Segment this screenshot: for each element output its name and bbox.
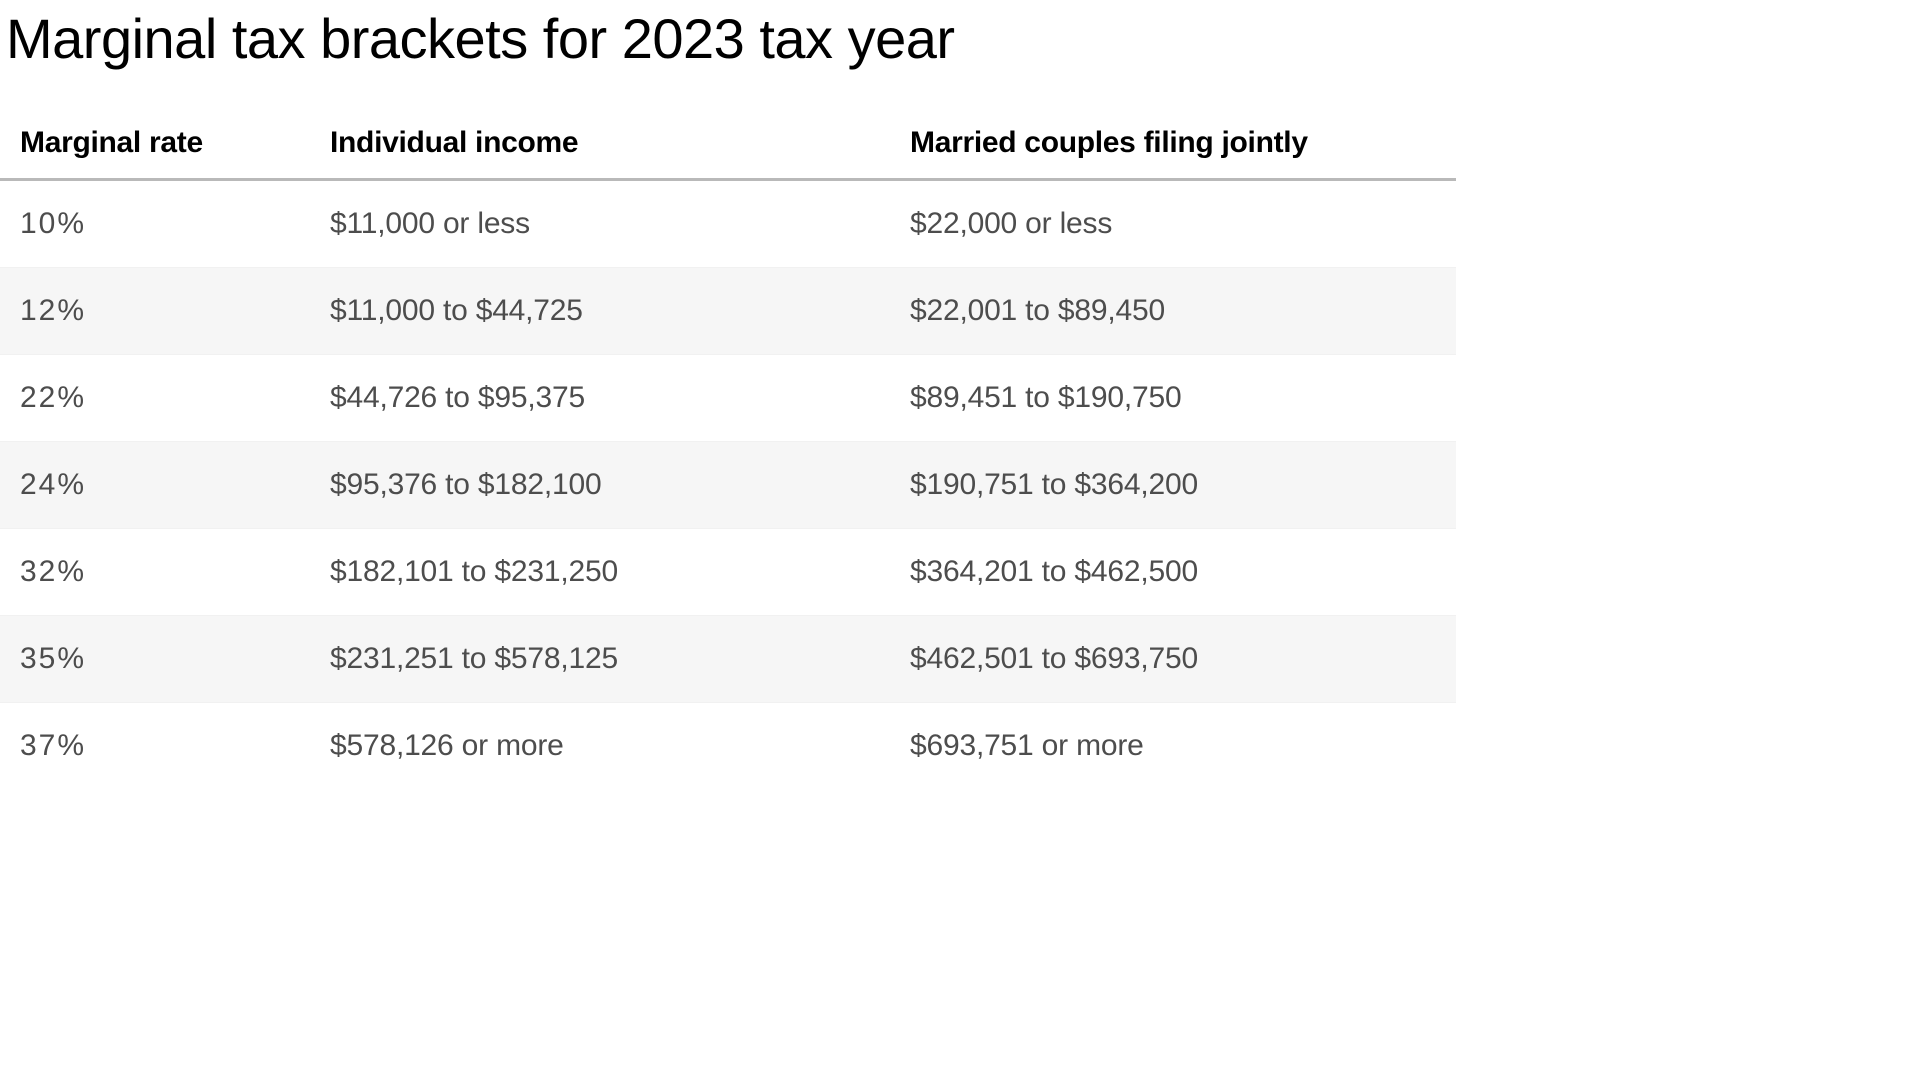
cell-married: $364,201 to $462,500 — [890, 528, 1456, 615]
content-area: Marginal tax brackets for 2023 tax year … — [0, 0, 1456, 819]
cell-individual: $182,101 to $231,250 — [310, 528, 890, 615]
cell-individual: $95,376 to $182,100 — [310, 441, 890, 528]
cell-married: $693,751 or more — [890, 702, 1456, 789]
col-header-individual: Individual income — [310, 112, 890, 180]
cell-individual: $231,251 to $578,125 — [310, 615, 890, 702]
page-title: Marginal tax brackets for 2023 tax year — [0, 0, 1456, 112]
table-row: 12% $11,000 to $44,725 $22,001 to $89,45… — [0, 267, 1456, 354]
cell-rate: 12% — [0, 267, 310, 354]
table-row: 24% $95,376 to $182,100 $190,751 to $364… — [0, 441, 1456, 528]
cell-married: $190,751 to $364,200 — [890, 441, 1456, 528]
cell-rate: 22% — [0, 354, 310, 441]
page: Marginal tax brackets for 2023 tax year … — [0, 0, 1920, 1080]
table-row: 10% $11,000 or less $22,000 or less — [0, 179, 1456, 267]
cell-individual: $578,126 or more — [310, 702, 890, 789]
cell-individual: $11,000 to $44,725 — [310, 267, 890, 354]
cell-rate: 10% — [0, 179, 310, 267]
table-row: 22% $44,726 to $95,375 $89,451 to $190,7… — [0, 354, 1456, 441]
cell-individual: $44,726 to $95,375 — [310, 354, 890, 441]
cell-rate: 35% — [0, 615, 310, 702]
table-header-row: Marginal rate Individual income Married … — [0, 112, 1456, 180]
cell-married: $22,000 or less — [890, 179, 1456, 267]
cell-married: $22,001 to $89,450 — [890, 267, 1456, 354]
table-row: 37% $578,126 or more $693,751 or more — [0, 702, 1456, 789]
cell-rate: 37% — [0, 702, 310, 789]
col-header-rate: Marginal rate — [0, 112, 310, 180]
tax-bracket-table: Marginal rate Individual income Married … — [0, 112, 1456, 789]
table-row: 32% $182,101 to $231,250 $364,201 to $46… — [0, 528, 1456, 615]
cell-individual: $11,000 or less — [310, 179, 890, 267]
cell-married: $89,451 to $190,750 — [890, 354, 1456, 441]
col-header-married: Married couples filing jointly — [890, 112, 1456, 180]
cell-married: $462,501 to $693,750 — [890, 615, 1456, 702]
cell-rate: 32% — [0, 528, 310, 615]
cell-rate: 24% — [0, 441, 310, 528]
table-row: 35% $231,251 to $578,125 $462,501 to $69… — [0, 615, 1456, 702]
